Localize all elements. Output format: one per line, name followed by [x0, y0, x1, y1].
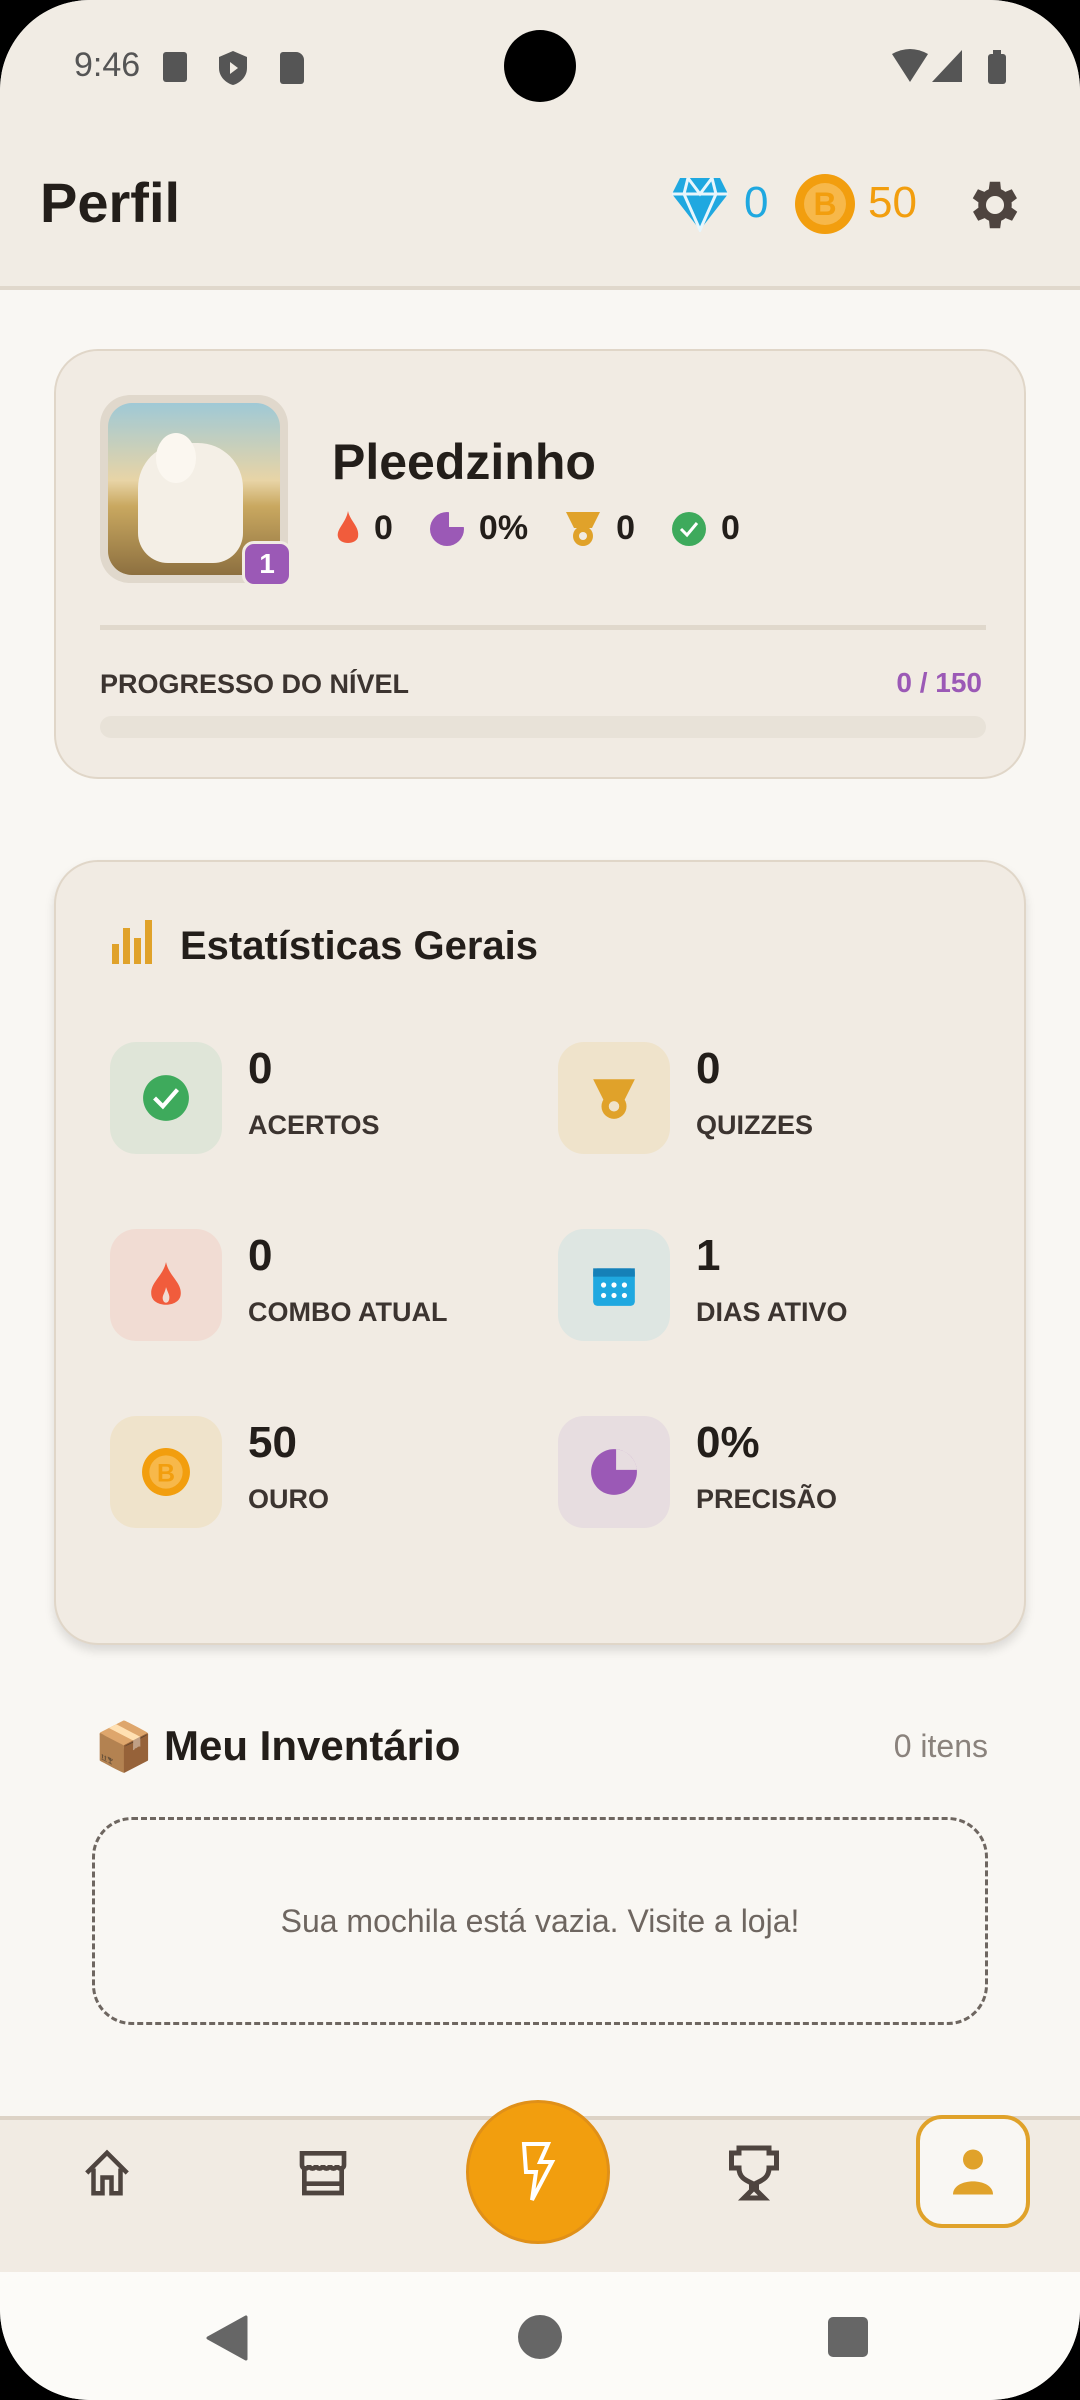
stat-item: 1 DIAS ATIVO	[558, 1229, 958, 1341]
stat-value: 1	[696, 1231, 721, 1280]
stat-item: 0% PRECISÃO	[558, 1416, 958, 1528]
settings-gear-icon[interactable]	[964, 174, 1026, 236]
back-icon[interactable]	[206, 2315, 248, 2361]
medal-icon	[566, 511, 601, 546]
divider	[100, 625, 986, 630]
level-badge: 1	[242, 541, 292, 587]
pie-chart-icon	[591, 1449, 637, 1495]
stat-icon-box	[110, 1229, 222, 1341]
status-time: 9:46	[74, 46, 141, 84]
stat-value: 0	[248, 1231, 273, 1280]
nav-home-icon[interactable]	[80, 2146, 134, 2200]
stats-title: Estatísticas Gerais	[180, 924, 538, 968]
avatar[interactable]	[100, 395, 288, 583]
nav-trophy-icon[interactable]	[724, 2142, 784, 2204]
keyboard-icon	[163, 52, 187, 82]
profile-card: 1 Pleedzinho 0 0% 0 0 PROGRESSO DO NÍVEL…	[54, 349, 1026, 779]
correct-value: 0	[720, 509, 740, 547]
sd-card-icon	[280, 52, 304, 84]
coin-icon: B	[795, 174, 855, 234]
combo-value: 0	[374, 509, 393, 547]
bar-chart-icon	[112, 920, 152, 964]
stats-card: Estatísticas Gerais 0 ACERTOS 0 QUIZZES …	[54, 860, 1026, 1645]
stat-icon-box	[558, 1229, 670, 1341]
inventory-title: Meu Inventário	[164, 1722, 461, 1769]
nav-profile-button[interactable]	[916, 2115, 1030, 2228]
stat-item: 0 ACERTOS	[110, 1042, 510, 1154]
gold-count: 50	[868, 178, 917, 227]
quizzes-value: 0	[616, 509, 635, 547]
precision-value: 0%	[478, 509, 529, 547]
home-system-icon[interactable]	[518, 2315, 562, 2359]
box-icon: 📦	[94, 1721, 154, 1774]
nav-store-icon[interactable]	[295, 2144, 351, 2200]
inventory-empty-box: Sua mochila está vazia. Visite a loja!	[92, 1817, 988, 2025]
app-header: 9:46 Perfil 0 B 50	[0, 0, 1080, 290]
stat-label: ACERTOS	[248, 1110, 380, 1140]
recents-icon[interactable]	[828, 2317, 868, 2357]
camera-cutout	[504, 30, 576, 102]
check-circle-icon	[671, 511, 706, 546]
svg-text:B: B	[157, 1459, 175, 1487]
gems-count: 0	[744, 178, 769, 227]
profile-stats-row: 0 0% 0 0	[336, 509, 740, 548]
stat-value: 0	[696, 1044, 721, 1093]
inventory-empty-text: Sua mochila está vazia. Visite a loja!	[280, 1902, 800, 1939]
stat-item: 0 COMBO ATUAL	[110, 1229, 510, 1341]
gem-icon	[672, 177, 728, 232]
level-progress-bar	[100, 716, 986, 738]
progress-text: 0 / 150	[896, 667, 982, 698]
lightning-icon	[521, 2142, 556, 2201]
person-icon	[953, 2149, 993, 2194]
stat-icon-box	[558, 1042, 670, 1154]
signal-battery-icons	[892, 49, 1006, 84]
stat-label: COMBO ATUAL	[248, 1297, 448, 1327]
coin-icon: B	[142, 1448, 190, 1496]
pie-chart-icon	[429, 510, 465, 546]
stat-icon-box	[558, 1416, 670, 1528]
stat-value: 0	[248, 1044, 273, 1093]
nav-quiz-button[interactable]	[466, 2100, 610, 2244]
stat-label: DIAS ATIVO	[696, 1297, 848, 1327]
stat-label: QUIZZES	[696, 1110, 814, 1140]
stat-label: OURO	[248, 1484, 329, 1514]
stat-value: 50	[248, 1418, 297, 1467]
flame-icon	[337, 510, 359, 543]
calendar-icon	[593, 1268, 635, 1306]
stat-item: 0 QUIZZES	[558, 1042, 958, 1154]
stat-value: 0%	[696, 1418, 760, 1467]
username: Pleedzinho	[332, 434, 596, 490]
shield-icon	[219, 51, 247, 85]
inventory-count: 0 itens	[893, 1728, 988, 1764]
page-title: Perfil	[40, 171, 181, 234]
check-circle-icon	[143, 1075, 189, 1121]
progress-label: PROGRESSO DO NÍVEL	[100, 669, 410, 699]
medal-icon	[593, 1079, 635, 1119]
flame-icon	[151, 1262, 181, 1305]
stat-icon-box	[110, 1042, 222, 1154]
stat-label: PRECISÃO	[696, 1484, 838, 1514]
stat-icon-box: B	[110, 1416, 222, 1528]
stat-item: B 50 OURO	[110, 1416, 510, 1528]
